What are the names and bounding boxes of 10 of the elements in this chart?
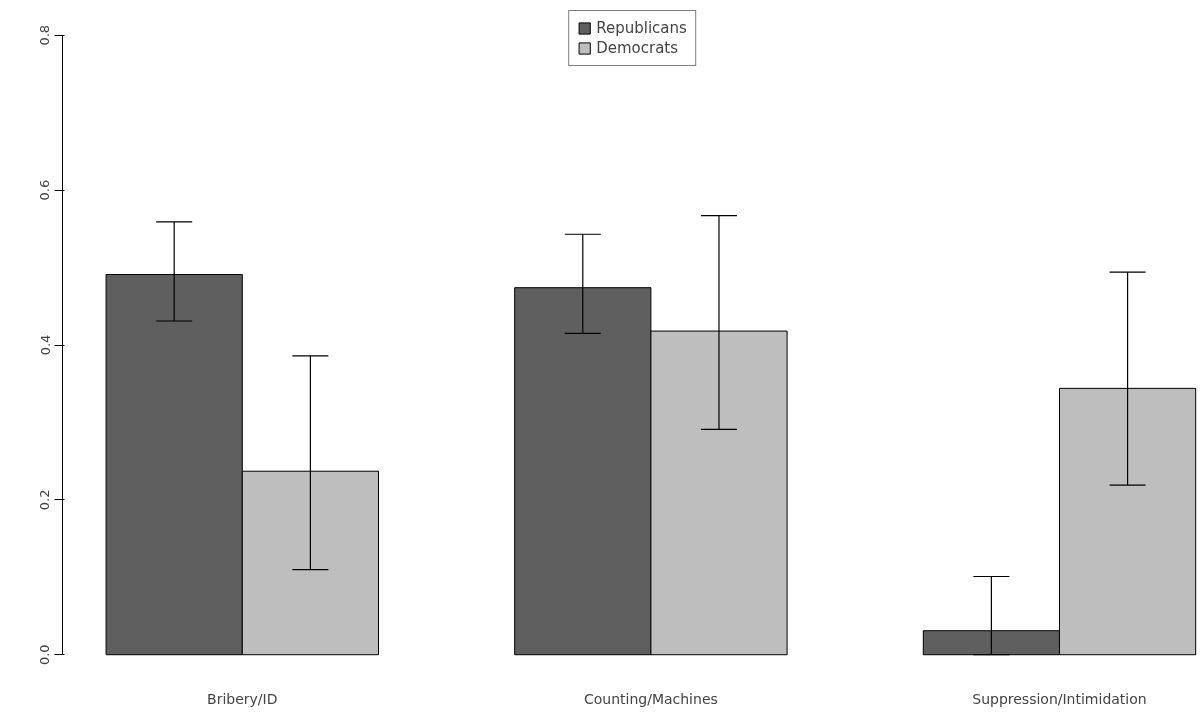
x-tick-label: Bribery/ID <box>207 690 278 707</box>
x-tick-label: Counting/Machines <box>583 690 718 707</box>
y-tick-label: 0.8 <box>37 24 53 46</box>
y-tick-label: 0.6 <box>37 179 53 201</box>
y-tick-label: 0.4 <box>37 334 53 356</box>
y-tick-label: 0.2 <box>37 489 53 511</box>
y-tick-label: 0.0 <box>37 644 53 666</box>
legend-label: Republicans <box>596 19 687 37</box>
x-tick-label: Suppression/Intimidation <box>972 690 1147 707</box>
legend-label: Democrats <box>596 39 679 57</box>
